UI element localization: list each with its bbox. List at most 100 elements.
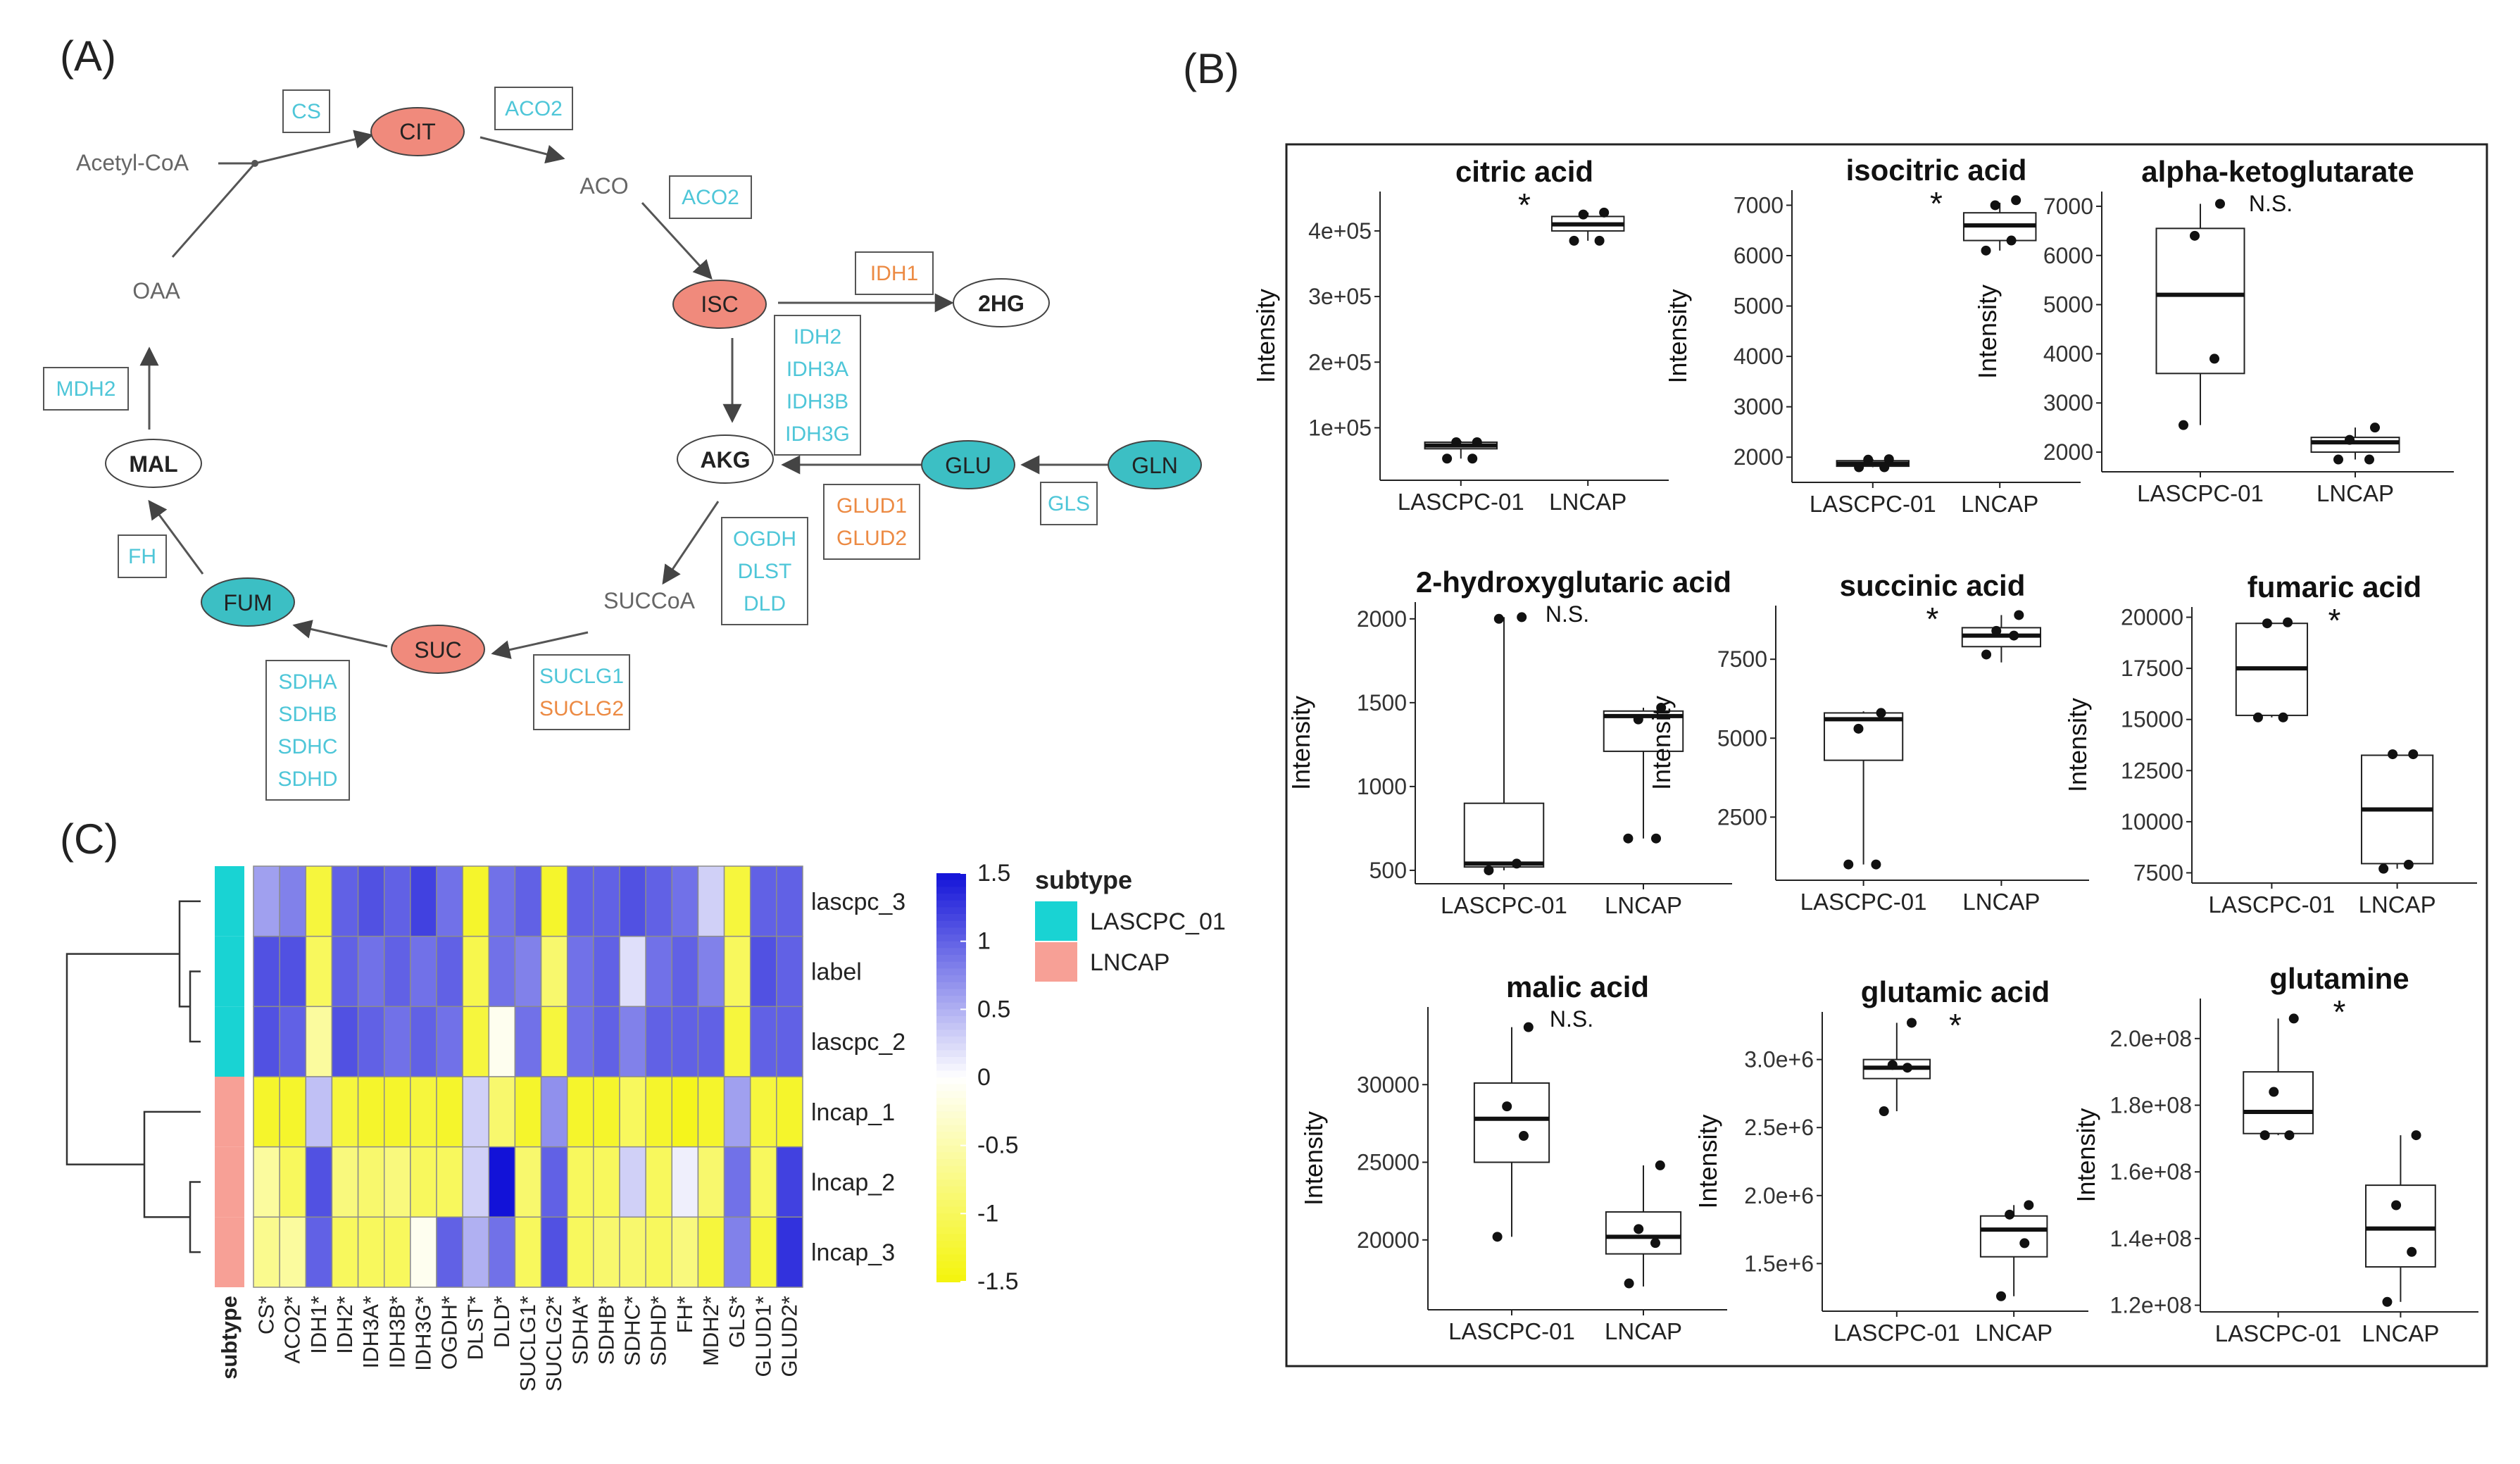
subtype-cell — [215, 1077, 244, 1147]
heatmap-cell — [410, 865, 437, 937]
data-point — [1991, 625, 2002, 636]
annotation-column-label: subtype — [217, 1296, 242, 1379]
data-point — [1981, 245, 1991, 256]
column-label: DLD* — [489, 1296, 514, 1348]
heatmap-cell — [566, 1076, 594, 1148]
y-axis-label: Intensity — [1299, 1111, 1328, 1206]
enzyme-box-frame — [118, 534, 167, 578]
heatmap-cell — [305, 1216, 333, 1288]
column-label: FH* — [672, 1296, 697, 1333]
colorbar-segment — [936, 1043, 966, 1051]
data-point — [1517, 612, 1527, 622]
y-tick-label: 2000 — [1734, 444, 1784, 470]
heatmap-cell — [697, 865, 725, 937]
significance-label: * — [1518, 187, 1531, 223]
data-point — [2252, 712, 2263, 722]
boxplot-4: 2-hydroxyglutaric acid Intensity 500 1000 15… — [1286, 565, 1732, 918]
y-axis-label: Intensity — [1973, 284, 2002, 379]
colorbar-segment — [936, 934, 966, 942]
y-tick-label: 1000 — [1357, 774, 1407, 799]
y-tick-label: 25000 — [1357, 1150, 1419, 1175]
boxplot-grid: citric acid Intensity 1e+05 2e+05 3e+05 4e+05… — [1251, 154, 2478, 1346]
panel-label-c: (C) — [60, 815, 118, 863]
colorbar-segment — [936, 982, 966, 990]
colorbar-segment — [936, 975, 966, 983]
heatmap-cell — [410, 1006, 437, 1077]
chart-title: glutamic acid — [1861, 975, 2050, 1008]
box-lascpc-01 — [1473, 1082, 1550, 1163]
data-point — [1451, 437, 1462, 447]
heatmap-cell — [253, 865, 280, 937]
x-tick-label: LASCPC-01 — [2215, 1320, 2342, 1346]
node-acetyl-coa: Acetyl-CoA — [76, 150, 189, 175]
chart-title: fumaric acid — [2248, 570, 2421, 603]
enzyme-box-ogdh: OGDH DLST DLD — [721, 517, 808, 625]
y-tick-label: 20000 — [2121, 605, 2183, 630]
heatmap-cell — [593, 1146, 620, 1218]
node-aco: ACO — [579, 173, 628, 199]
data-point — [2014, 610, 2024, 620]
heatmap-cell — [488, 865, 516, 937]
heatmap-cell — [566, 1216, 594, 1288]
heatmap-cell — [619, 935, 646, 1008]
data-point — [2288, 1013, 2299, 1024]
significance-label: * — [2333, 994, 2346, 1030]
x-tick-label: LNCAP — [2362, 1320, 2439, 1346]
data-point — [2364, 454, 2374, 465]
y-axis-label: Intensity — [1647, 696, 1676, 790]
heatmap-cell — [749, 1146, 777, 1218]
arrow-cit-aco — [479, 136, 565, 164]
enzyme-label: IDH2 — [794, 325, 841, 349]
enzyme-label: GLS — [1048, 492, 1090, 515]
data-point — [2005, 1209, 2015, 1220]
y-tick-label: 30000 — [1357, 1072, 1419, 1097]
data-point — [1879, 1106, 1889, 1117]
enzyme-label: ACO2 — [682, 186, 739, 209]
heatmap-cell — [749, 935, 777, 1008]
data-point — [1981, 649, 1992, 660]
x-tick-label: LASCPC-01 — [1800, 889, 1927, 915]
data-point — [2411, 1130, 2421, 1141]
heatmap-cell — [331, 1006, 359, 1077]
heatmap-cell — [645, 1006, 673, 1077]
heatmap-cell — [671, 1006, 699, 1077]
x-tick-label: LASCPC-01 — [2209, 891, 2336, 918]
enzyme-box-frame — [282, 89, 330, 133]
heatmap-cell — [645, 1216, 673, 1288]
chart-title: isocitric acid — [1846, 154, 2027, 187]
node-akg: AKG — [677, 434, 774, 484]
dendrogram-branch — [189, 970, 201, 1043]
column-label: OGDH* — [437, 1296, 462, 1370]
column-label: SDHD* — [646, 1296, 671, 1366]
y-tick-label: 4e+05 — [1308, 218, 1372, 244]
colorbar-segment — [936, 914, 966, 922]
y-tick-label: 6000 — [2043, 243, 2093, 268]
x-tick-label: LASCPC-01 — [1833, 1320, 1960, 1346]
colorbar-segment — [936, 1206, 966, 1215]
enzyme-label: IDH3B — [786, 390, 848, 413]
column-label: GLUD1* — [751, 1296, 775, 1377]
heatmap-cell — [514, 935, 542, 1008]
data-point — [2262, 618, 2272, 629]
heatmap-cell — [253, 1216, 280, 1288]
y-tick-label: 2000 — [1357, 606, 1407, 632]
significance-label: N.S. — [1550, 1006, 1593, 1032]
data-point — [2382, 1296, 2393, 1307]
y-tick-label: 3000 — [2043, 390, 2093, 415]
data-point — [1492, 1232, 1503, 1242]
heatmap-cell — [305, 1006, 333, 1077]
data-point — [1624, 1278, 1634, 1289]
box-lascpc-01 — [2243, 1071, 2314, 1134]
x-tick-label: LASCPC-01 — [1398, 489, 1524, 515]
chart-title: citric acid — [1455, 155, 1593, 188]
data-point — [1854, 462, 1864, 473]
enzyme-box-fh: FH — [118, 534, 167, 578]
heatmap-cell — [671, 1146, 699, 1218]
y-tick-label: 2000 — [2043, 439, 2093, 465]
heatmap-cell — [697, 1076, 725, 1148]
heatmap-cell — [488, 1146, 516, 1218]
box-lascpc-01 — [1463, 802, 1545, 868]
panel-label-b: (B) — [1183, 45, 1239, 92]
y-tick-label: 7500 — [2133, 860, 2183, 885]
